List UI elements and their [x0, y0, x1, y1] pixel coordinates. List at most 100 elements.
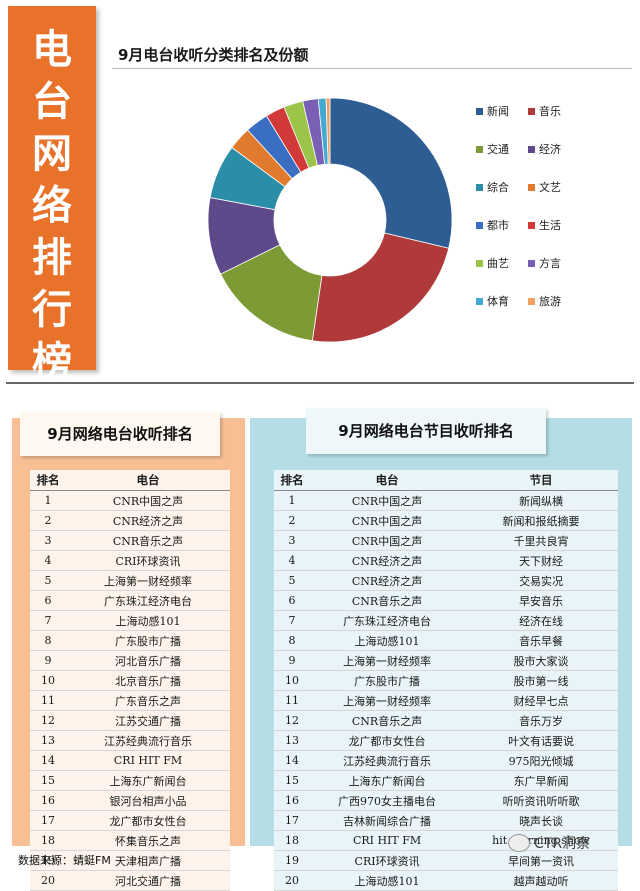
legend-item: 综合: [476, 180, 509, 194]
station-cell: CNR音乐之声: [310, 590, 465, 611]
legend-label: 方言: [539, 257, 561, 270]
program-cell: 晓声长谈: [464, 810, 618, 831]
wechat-icon: [508, 834, 530, 852]
table-row: 2 CNR中国之声 新闻和报纸摘要: [274, 510, 618, 531]
table-row: 7 广东珠江经济电台 经济在线: [274, 610, 618, 631]
col-header-rank: 排名: [30, 470, 66, 491]
program-cell: 早安音乐: [464, 590, 618, 611]
rank-cell: 1: [30, 490, 66, 511]
table-row: 10 广东股市广播 股市第一线: [274, 670, 618, 691]
program-ranking-table: 排名 电台 节目 1 CNR中国之声 新闻纵横 2 CNR中国之声 新闻和报纸摘要 3 CNR…: [274, 470, 618, 891]
table-row: 1 CNR中国之声 新闻纵横: [274, 490, 618, 511]
legend-item: 音乐: [528, 104, 561, 118]
program-cell: 975阳光倾城: [464, 750, 618, 771]
table-row: 12 江苏交通广播: [30, 710, 230, 731]
rank-cell: 17: [274, 810, 310, 831]
legend-swatch: [528, 259, 535, 267]
rank-cell: 20: [30, 870, 66, 891]
legend-swatch: [528, 221, 535, 229]
station-cell: 上海第一财经频率: [310, 690, 465, 711]
program-cell: 股市第一线: [464, 670, 618, 691]
station-cell: 上海第一财经频率: [310, 650, 465, 671]
table-row: 17 龙广都市女性台: [30, 810, 230, 831]
station-cell: CNR中国之声: [310, 530, 465, 551]
section-divider: [6, 382, 634, 384]
station-cell: 江苏经典流行音乐: [66, 730, 230, 751]
station-cell: 上海第一财经频率: [66, 570, 230, 591]
side-title-char: 网: [32, 131, 72, 177]
table-row: 17 吉林新闻综合广播 晓声长谈: [274, 810, 618, 831]
rank-cell: 4: [274, 550, 310, 571]
legend-swatch: [528, 183, 535, 191]
station-cell: 上海动感101: [66, 610, 230, 631]
program-cell: 新闻和报纸摘要: [464, 510, 618, 531]
legend-swatch: [476, 183, 483, 191]
rank-cell: 8: [274, 630, 310, 651]
table-row: 20 河北交通广播: [30, 870, 230, 891]
legend-label: 都市: [487, 219, 509, 232]
brand-logo: CTR洞察: [508, 830, 632, 856]
col-header-station: 电台: [66, 470, 230, 491]
rank-cell: 11: [30, 690, 66, 711]
table-row: 13 江苏经典流行音乐: [30, 730, 230, 751]
program-cell: 交易实况: [464, 570, 618, 591]
table-row: 14 CRI HIT FM: [30, 750, 230, 771]
rank-cell: 6: [30, 590, 66, 611]
rank-cell: 10: [30, 670, 66, 691]
side-title-char: 台: [32, 79, 72, 125]
rank-cell: 12: [30, 710, 66, 731]
table-row: 12 CNR音乐之声 音乐万岁: [274, 710, 618, 731]
legend-swatch: [476, 297, 483, 305]
legend-item: 生活: [528, 218, 561, 232]
rank-cell: 16: [274, 790, 310, 811]
station-cell: 广东珠江经济电台: [310, 610, 465, 631]
rank-cell: 9: [274, 650, 310, 671]
station-cell: CRI HIT FM: [66, 750, 230, 771]
program-ranking-title: 9月网络电台节目收听排名: [306, 408, 546, 454]
rank-cell: 13: [30, 730, 66, 751]
table-row: 11 广东音乐之声: [30, 690, 230, 711]
station-cell: 龙广都市女性台: [66, 810, 230, 831]
rank-cell: 14: [30, 750, 66, 771]
brand-logo-text: CTR洞察: [534, 836, 591, 852]
side-title-char: 络: [32, 183, 72, 229]
rank-cell: 9: [30, 650, 66, 671]
rank-cell: 2: [274, 510, 310, 531]
legend-item: 方言: [528, 256, 561, 270]
program-cell: 股市大家谈: [464, 650, 618, 671]
rank-cell: 15: [30, 770, 66, 791]
table-row: 4 CNR经济之声 天下财经: [274, 550, 618, 571]
legend-label: 曲艺: [487, 257, 509, 270]
table-row: 19 天津相声广播: [30, 850, 230, 871]
rank-cell: 7: [274, 610, 310, 631]
legend-label: 旅游: [539, 295, 561, 308]
station-cell: CNR经济之声: [310, 570, 465, 591]
rank-cell: 19: [274, 850, 310, 871]
rank-cell: 18: [274, 830, 310, 851]
program-cell: 东广早新闻: [464, 770, 618, 791]
legend-label: 新闻: [487, 105, 509, 118]
station-cell: 上海动感101: [310, 870, 465, 891]
legend-item: 体育: [476, 294, 509, 308]
program-cell: 千里共良宵: [464, 530, 618, 551]
table-row: 15 上海东广新闻台 东广早新闻: [274, 770, 618, 791]
station-cell: CNR中国之声: [310, 510, 465, 531]
rank-cell: 4: [30, 550, 66, 571]
side-title-char: 电: [32, 27, 72, 73]
station-ranking-title: 9月网络电台收听排名: [20, 412, 220, 456]
donut-chart: [207, 97, 453, 343]
station-cell: 上海东广新闻台: [310, 770, 465, 791]
col-header-station: 电台: [310, 470, 465, 491]
station-cell: 龙广都市女性台: [310, 730, 465, 751]
legend-label: 体育: [487, 295, 509, 308]
side-title-char: 行: [32, 287, 72, 333]
table-row: 3 CNR中国之声 千里共良宵: [274, 530, 618, 551]
rank-cell: 5: [274, 570, 310, 591]
station-cell: 河北音乐广播: [66, 650, 230, 671]
table-row: 4 CRI环球资讯: [30, 550, 230, 571]
station-cell: CRI环球资讯: [66, 550, 230, 571]
table-row: 9 河北音乐广播: [30, 650, 230, 671]
col-header-rank: 排名: [274, 470, 310, 491]
rank-cell: 15: [274, 770, 310, 791]
legend-label: 音乐: [539, 105, 561, 118]
